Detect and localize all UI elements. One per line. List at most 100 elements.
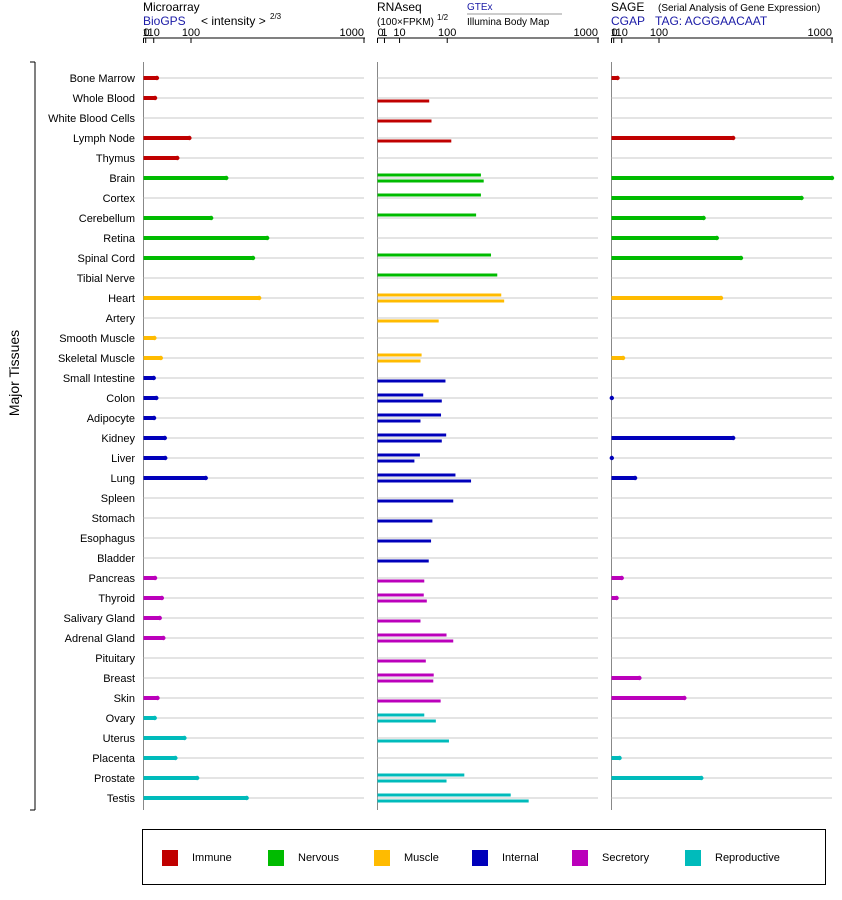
sage-bar-end-cerebellum (701, 215, 706, 221)
microarray-bar-lung (143, 476, 206, 480)
sage-bar-end-pancreas (619, 575, 624, 581)
microarray-bar-end-colon (154, 395, 159, 401)
rnaseq-bar-adrenal-gland-2 (377, 639, 454, 643)
microarray-bar-bone-marrow (143, 76, 157, 80)
sage-bar-brain (611, 176, 832, 180)
microarray-bar-adrenal-gland (143, 636, 164, 640)
sage-bar-end-breast (637, 675, 642, 681)
rnaseq-bar-testis-1 (377, 793, 511, 797)
microarray-bar-thymus (143, 156, 178, 160)
sage-bar-end-kidney (730, 435, 736, 441)
microarray-bar-end-adipocyte (151, 415, 157, 421)
y-axis-label: Major Tissues (6, 330, 22, 416)
rnaseq-bar-thyroid-1 (377, 593, 424, 597)
legend-swatch-muscle (374, 850, 390, 866)
microarray-bar-uterus (143, 736, 185, 740)
microarray-bar-end-adrenal-gland (161, 635, 166, 641)
microarray-bar-skin (143, 696, 158, 700)
rnaseq-bar-pituitary-2 (377, 659, 426, 663)
rnaseq-bar-cortex-1 (377, 193, 481, 197)
rnaseq-bar-adipocyte-1 (377, 413, 442, 417)
rnaseq-bar-kidney-2 (377, 439, 442, 443)
tissue-label-heart: Heart (108, 293, 135, 305)
sage-bar-end-thyroid (614, 595, 619, 601)
sage-bar-end-liver (609, 455, 614, 461)
rnaseq-bar-breast-2 (377, 679, 434, 683)
sage-subtitle: (Serial Analysis of Gene Expression) (658, 3, 820, 14)
rnaseq-bar-esophagus-2 (377, 539, 432, 543)
tissue-label-skin: Skin (114, 693, 135, 705)
tissue-label-retina: Retina (103, 233, 136, 245)
sage-bar-skin (611, 696, 685, 700)
legend-item-muscle: Muscle (374, 850, 439, 866)
microarray-bar-end-small-intestine (151, 375, 156, 381)
microarray-source: BioGPS (143, 14, 186, 28)
sage-bar-retina (611, 236, 717, 240)
legend-item-internal: Internal (472, 850, 539, 866)
sage-tick-label-2: 10 (616, 27, 628, 39)
rnaseq-bar-brain-1 (377, 173, 481, 177)
microarray-bar-end-whole-blood (152, 95, 158, 101)
tissue-label-uterus: Uterus (103, 733, 136, 745)
sage-tick-label-3: 100 (650, 27, 668, 39)
legend-label-nervous: Nervous (298, 852, 339, 864)
sage-bar-thyroid (611, 596, 617, 600)
sage-bar-heart (611, 296, 722, 300)
microarray-bar-heart (143, 296, 260, 300)
rnaseq-bar-colon-1 (377, 393, 424, 397)
microarray-bar-end-lymph-node (187, 135, 192, 141)
rnaseq-unit-exponent: 1/2 (437, 13, 449, 22)
rnaseq-bar-prostate-1 (377, 773, 465, 777)
microarray-bar-end-heart (256, 295, 262, 301)
tissue-label-smooth-muscle: Smooth Muscle (59, 333, 135, 345)
tissue-label-placenta: Placenta (92, 753, 136, 765)
rnaseq-source-illumina: Illumina Body Map (467, 17, 550, 28)
microarray-bar-end-smooth-muscle (152, 335, 157, 341)
sage-bar-end-retina (714, 235, 719, 241)
tissue-label-spleen: Spleen (101, 493, 135, 505)
legend-item-reproductive: Reproductive (685, 850, 780, 866)
rnaseq-bar-small-intestine-2 (377, 379, 446, 383)
microarray-bar-end-skeletal-muscle (158, 355, 164, 361)
microarray-bar-smooth-muscle (143, 336, 155, 340)
microarray-bar-end-cerebellum (208, 215, 214, 221)
legend-swatch-reproductive (685, 850, 701, 866)
rnaseq-bar-skin-2 (377, 699, 441, 703)
sage-bar-spinal-cord (611, 256, 741, 260)
microarray-tick-label-1: 1 (143, 27, 149, 39)
microarray-bar-end-spinal-cord (250, 255, 256, 261)
microarray-bar-kidney (143, 436, 165, 440)
sage-bar-cerebellum (611, 216, 704, 220)
tissue-label-esophagus: Esophagus (80, 533, 136, 545)
tissue-label-colon: Colon (106, 393, 135, 405)
tissue-label-skeletal-muscle: Skeletal Muscle (58, 353, 135, 365)
microarray-bar-end-ovary (152, 715, 157, 721)
microarray-bar-end-thymus (175, 155, 180, 161)
rnaseq-tick-label-0: 0 (378, 27, 384, 39)
tissue-label-brain: Brain (109, 173, 135, 185)
sage-bar-lung (611, 476, 636, 480)
microarray-bar-end-skin (155, 695, 160, 701)
microarray-tick-label-3: 100 (182, 27, 200, 39)
sage-bar-kidney (611, 436, 734, 440)
microarray-bar-end-lung (203, 475, 208, 481)
rnaseq-bar-brain-2 (377, 179, 484, 183)
rnaseq-tick-label-4: 1000 (574, 27, 598, 39)
sage-bar-bone-marrow (611, 76, 618, 80)
microarray-bar-end-placenta (173, 755, 178, 761)
rnaseq-bar-kidney-1 (377, 433, 447, 437)
rnaseq-bar-ovary-1 (377, 713, 425, 717)
sage-bar-end-colon (609, 395, 614, 401)
rnaseq-bar-prostate-2 (377, 779, 447, 783)
tissue-label-whole-blood: Whole Blood (73, 93, 135, 105)
sage-bar-end-brain (829, 175, 835, 181)
tissue-label-pancreas: Pancreas (89, 573, 136, 585)
rnaseq-bar-pancreas-2 (377, 579, 425, 583)
tissue-label-lymph-node: Lymph Node (73, 133, 135, 145)
rnaseq-bar-breast-1 (377, 673, 434, 677)
tissue-label-white-blood-cells: White Blood Cells (48, 113, 135, 125)
legend-label-immune: Immune (192, 852, 232, 864)
microarray-bar-end-brain (224, 175, 229, 181)
tissue-label-stomach: Stomach (92, 513, 135, 525)
tissue-label-cerebellum: Cerebellum (79, 213, 135, 225)
